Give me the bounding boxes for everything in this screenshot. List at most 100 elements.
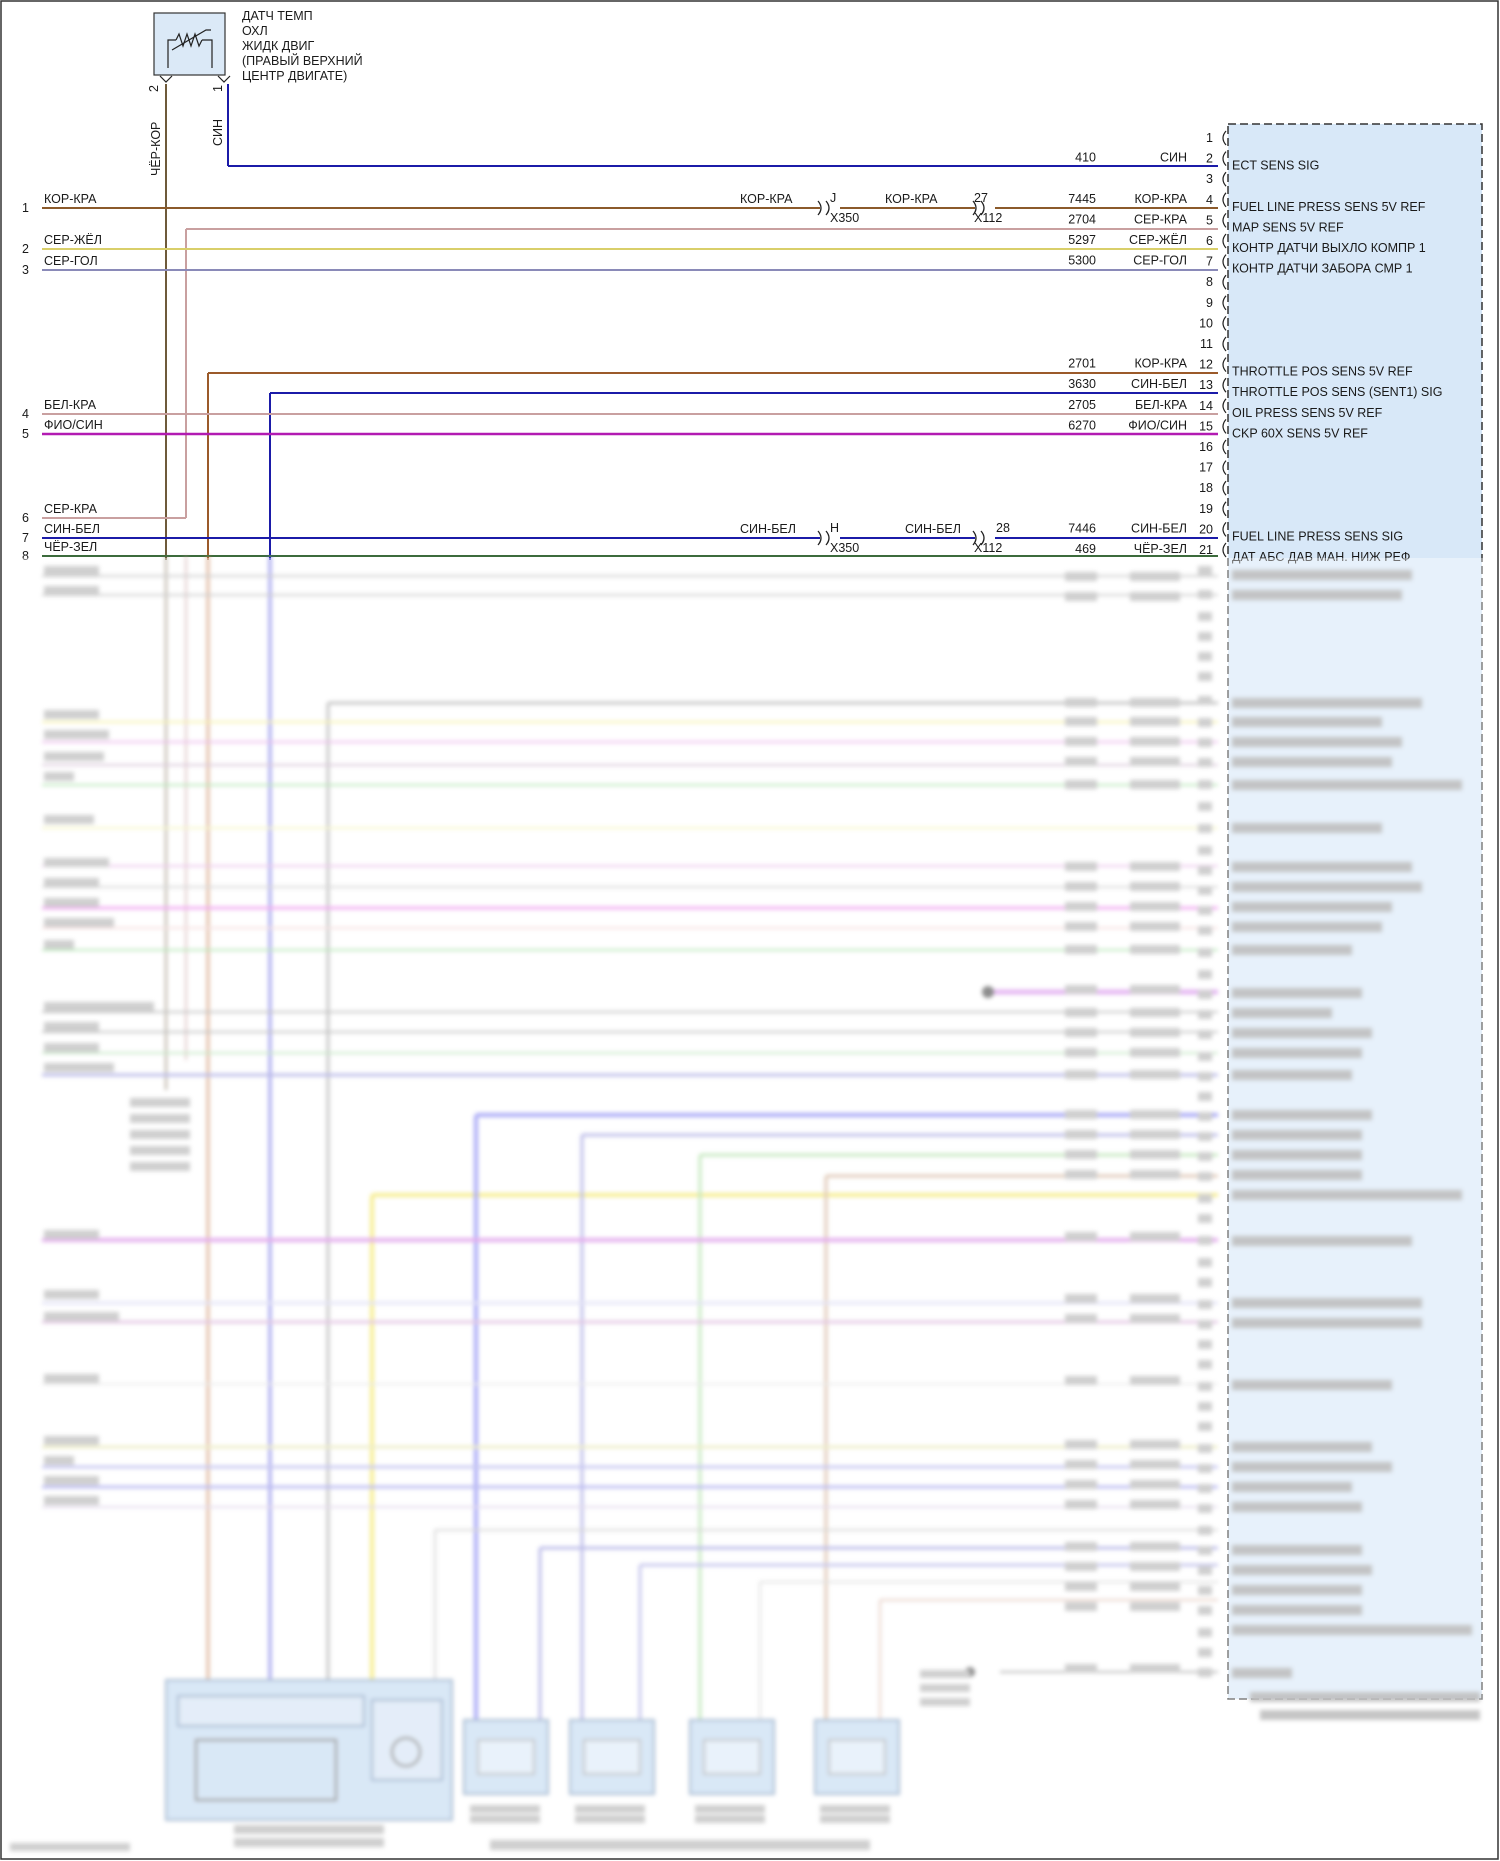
- module-pin-row: 7 5300 СЕР-ГОЛ КОНТР ДАТЧИ ЗАБОРА СМР 1: [1068, 254, 1412, 276]
- module-pin-bracket: [1222, 316, 1227, 331]
- module-pin-number: 7: [1206, 255, 1213, 269]
- module-pin-bracket: [1222, 439, 1227, 455]
- module-pin-bracket: [1222, 542, 1227, 558]
- module-pin-number: 18: [1199, 481, 1213, 495]
- wire-color-label: КОР-КРА: [740, 192, 793, 206]
- wire-color-code: ЧЁР-ЗЕЛ: [1134, 542, 1187, 556]
- left-wire-number: 7: [22, 531, 29, 545]
- module-pin-number: 5: [1206, 213, 1213, 227]
- circuit-number: 410: [1075, 151, 1096, 165]
- circuit-number: 2701: [1068, 357, 1096, 371]
- module-pin-row: 3: [1206, 171, 1227, 187]
- module-pin-function: THROTTLE POS SENS 5V REF: [1232, 365, 1413, 379]
- wire-color-code: СЕР-ГОЛ: [1133, 254, 1187, 268]
- left-wire-number: 4: [22, 407, 29, 421]
- module-pin-row: 11: [1200, 336, 1227, 352]
- blurred-lower-diagram: [10, 556, 1480, 1851]
- circuit-number: 5297: [1068, 233, 1096, 247]
- connector-letter: J: [830, 191, 836, 205]
- module-pin-bracket: [1222, 460, 1227, 475]
- module-pin-function: ECT SENS SIG: [1232, 159, 1319, 173]
- module-pin-number: 8: [1206, 275, 1213, 289]
- left-wire-number: 3: [22, 263, 29, 277]
- left-wire-color: СЕР-ЖЁЛ: [44, 233, 102, 247]
- module-pin-bracket: [1222, 501, 1227, 517]
- module-pin-function: MAP SENS 5V REF: [1232, 220, 1344, 234]
- module-pin-row: 12 2701 КОР-КРА THROTTLE POS SENS 5V REF: [1068, 357, 1413, 379]
- module-pin-row: 14 2705 БЕЛ-КРА OIL PRESS SENS 5V REF: [1068, 398, 1382, 420]
- wire-color-code: СИН-БЕЛ: [1131, 521, 1187, 535]
- module-pin-bracket: [1222, 151, 1227, 166]
- svg-text:ЖИДК ДВИГ: ЖИДК ДВИГ: [242, 39, 315, 53]
- thermistor-icon: [167, 29, 213, 68]
- wire-color-code: КОР-КРА: [1135, 192, 1188, 206]
- module-pin-number: 6: [1206, 234, 1213, 248]
- wire-color-code: БЕЛ-КРА: [1135, 398, 1188, 412]
- module-pin-bracket: [1222, 130, 1227, 146]
- module-pin-number: 11: [1200, 337, 1213, 351]
- module-pin-number: 9: [1206, 296, 1213, 310]
- left-wire-number: 6: [22, 511, 29, 525]
- module-pin-row: 21 469 ЧЁР-ЗЕЛ ДАТ АБС ДАВ МАН. НИЖ РЕФ: [1075, 542, 1410, 564]
- module-pin-bracket: [1222, 419, 1227, 434]
- left-wire-number: 1: [22, 201, 29, 215]
- wire-color-label: КОР-КРА: [885, 192, 938, 206]
- module-pin-number: 4: [1206, 193, 1213, 207]
- connector-j-x350: [817, 200, 830, 216]
- connector-name: X350: [830, 211, 859, 225]
- module-pin-row: 5 2704 СЕР-КРА MAP SENS 5V REF: [1068, 212, 1344, 234]
- module-pin-row: 4 7445 КОР-КРА FUEL LINE PRESS SENS 5V REF: [1068, 192, 1426, 214]
- circuit-number: 2705: [1068, 398, 1096, 412]
- module-pin-number: 12: [1199, 358, 1213, 372]
- left-wire-labels: 1 КОР-КРА 2 СЕР-ЖЁЛ 3 СЕР-ГОЛ 4 БЕЛ-КРА 5 ФИО/СИН…: [22, 192, 103, 563]
- left-wire-color: СИН-БЕЛ: [44, 522, 100, 536]
- module-pin-number: 19: [1199, 502, 1213, 516]
- module-pin-function: КОНТР ДАТЧИ ЗАБОРА СМР 1: [1232, 262, 1413, 276]
- svg-text:ОХЛ: ОХЛ: [242, 24, 268, 38]
- module-pin-number: 20: [1199, 522, 1213, 536]
- connector-27-x112: [972, 200, 985, 216]
- module-pin-row: 16: [1199, 439, 1227, 455]
- module-pin-number: 2: [1206, 152, 1213, 166]
- module-pin-function: КОНТР ДАТЧИ ВЫХЛО КОМПР 1: [1232, 241, 1426, 255]
- circuit-number: 6270: [1068, 418, 1096, 432]
- module-pin-row: 9: [1206, 295, 1227, 311]
- module-pin-row: 13 3630 СИН-БЕЛ THROTTLE POS SENS (SENT1) S…: [1068, 377, 1442, 399]
- module-pin-row: 6 5297 СЕР-ЖЁЛ КОНТР ДАТЧИ ВЫХЛО КОМПР 1: [1068, 233, 1426, 255]
- module-pin-bracket: [1222, 377, 1227, 393]
- module-pin-row: 1: [1206, 130, 1227, 146]
- module-pin-number: 10: [1199, 316, 1213, 330]
- circuit-number: 7446: [1068, 521, 1096, 535]
- wire-color-sin: СИН: [211, 119, 225, 146]
- module-pin-number: 13: [1199, 378, 1213, 392]
- connector-letter: H: [830, 521, 839, 535]
- left-wire-color: ФИО/СИН: [44, 418, 103, 432]
- module-pin-row: 10: [1199, 316, 1227, 331]
- wire-color-label: СИН-БЕЛ: [905, 522, 961, 536]
- left-wire-color: ЧЁР-ЗЕЛ: [44, 540, 97, 554]
- module-pin-number: 17: [1199, 461, 1213, 475]
- module-pin-function: FUEL LINE PRESS SENS SIG: [1232, 529, 1403, 543]
- module-pin-row: 20 7446 СИН-БЕЛ FUEL LINE PRESS SENS SIG: [1068, 521, 1403, 543]
- wire-color-label: СИН-БЕЛ: [740, 522, 796, 536]
- wire-color-cher-kor: ЧЁР-КОР: [149, 122, 163, 176]
- module-pin-row: 2 410 СИН ECT SENS SIG: [1075, 151, 1319, 173]
- left-wire-number: 2: [22, 242, 29, 256]
- svg-text:ДАТЧ ТЕМП: ДАТЧ ТЕМП: [242, 9, 313, 23]
- module-pin-bracket: [1222, 171, 1227, 187]
- module-pin-bracket: [1222, 357, 1227, 372]
- coolant-temp-sensor: [153, 12, 231, 83]
- connector-name: X112: [974, 211, 1002, 225]
- module-pin-number: 14: [1199, 399, 1213, 413]
- module-pin-row: 18: [1199, 480, 1227, 496]
- circuit-number: 2704: [1068, 212, 1096, 226]
- left-wire-color: СЕР-КРА: [44, 502, 98, 516]
- module-pin-row: 17: [1199, 460, 1227, 475]
- module-pin-row: 19: [1199, 501, 1227, 517]
- module-pin-function: ДАТ АБС ДАВ МАН. НИЖ РЕФ: [1232, 550, 1410, 564]
- left-wire-color: КОР-КРА: [44, 192, 97, 206]
- module-pin-function: FUEL LINE PRESS SENS 5V REF: [1232, 200, 1426, 214]
- module-pin-row: 15 6270 ФИО/СИН CKP 60X SENS 5V REF: [1068, 418, 1368, 440]
